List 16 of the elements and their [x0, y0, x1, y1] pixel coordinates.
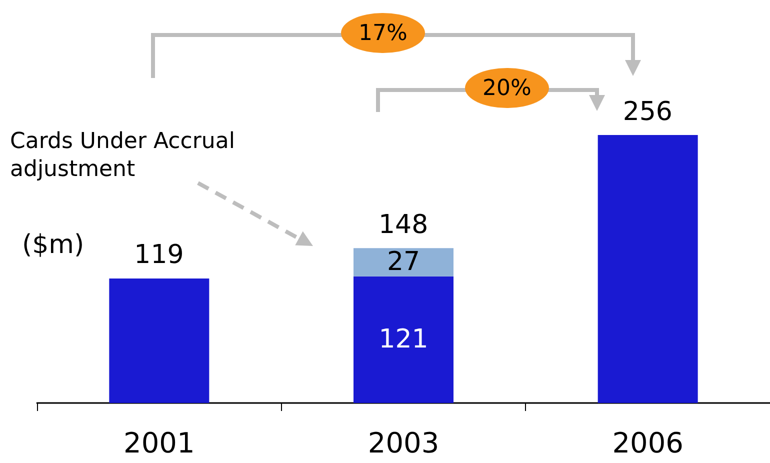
total-label: 148: [378, 210, 428, 240]
text: 20%: [482, 76, 532, 100]
total-label: 119: [134, 240, 184, 270]
annotation: ($m): [22, 230, 84, 260]
data-label: 121: [378, 324, 428, 355]
annotation: Cards Under Accrual adjustment: [10, 128, 236, 184]
data-label: 27: [386, 247, 420, 278]
x-tick-label: 2006: [612, 426, 684, 460]
bar: [354, 276, 454, 403]
bar: [354, 248, 454, 276]
text: 17%: [358, 20, 408, 46]
x-tick-label: 2001: [124, 426, 195, 460]
x-tick-label: 2003: [368, 426, 440, 460]
total-label: 256: [622, 97, 672, 128]
bar: [598, 135, 698, 403]
bar: [109, 278, 210, 403]
